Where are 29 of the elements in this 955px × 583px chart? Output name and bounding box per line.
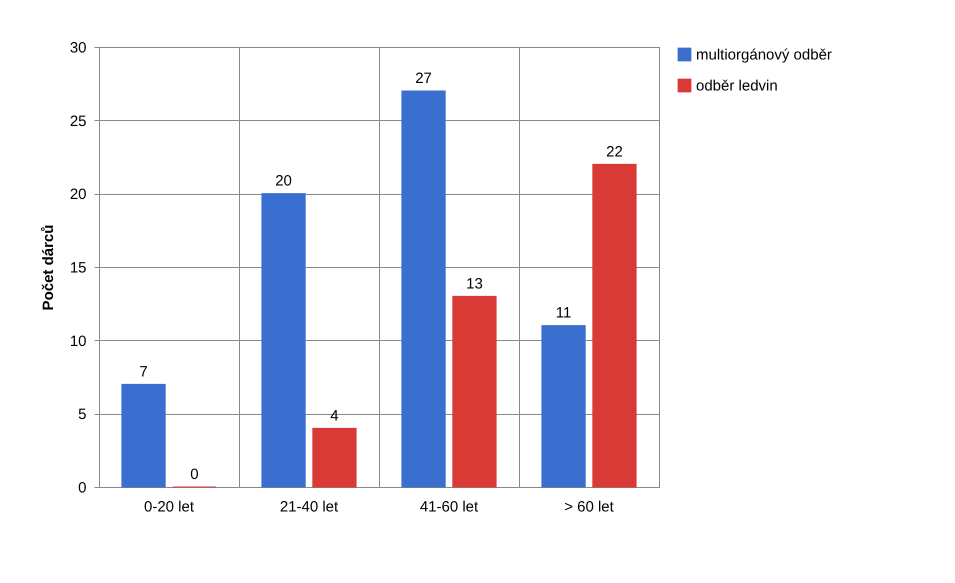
y-tick-label: 5 <box>78 406 86 424</box>
x-tick-label: > 60 let <box>564 498 615 516</box>
x-tick-label: 21-40 let <box>280 498 340 516</box>
data-label: 22 <box>606 143 623 160</box>
data-label: 7 <box>139 363 148 380</box>
bar <box>541 325 586 488</box>
data-label: 13 <box>466 275 483 292</box>
data-label: 0 <box>190 466 199 483</box>
legend-label: multiorgánový odběr <box>696 46 832 64</box>
x-tick-label: 0-20 let <box>144 498 195 516</box>
data-label: 11 <box>556 304 572 322</box>
y-tick-label: 25 <box>70 112 86 130</box>
data-label: 27 <box>415 70 432 87</box>
y-tick-label: 0 <box>78 480 86 496</box>
y-tick-label: 30 <box>70 40 86 56</box>
data-label: 20 <box>275 172 292 190</box>
data-label: 4 <box>330 407 339 424</box>
y-tick-label: 15 <box>70 260 86 276</box>
bar <box>121 384 166 488</box>
bar <box>452 296 497 488</box>
y-tick-label: 20 <box>70 186 86 204</box>
bar <box>401 90 446 488</box>
y-axis-title: Počet dárců <box>40 224 57 310</box>
bar <box>312 428 357 488</box>
bar <box>592 164 637 488</box>
y-tick-label: 10 <box>70 332 86 350</box>
legend-label: odběr ledvin <box>696 78 778 94</box>
x-tick-label: 41-60 let <box>420 498 480 516</box>
bar <box>261 193 306 488</box>
